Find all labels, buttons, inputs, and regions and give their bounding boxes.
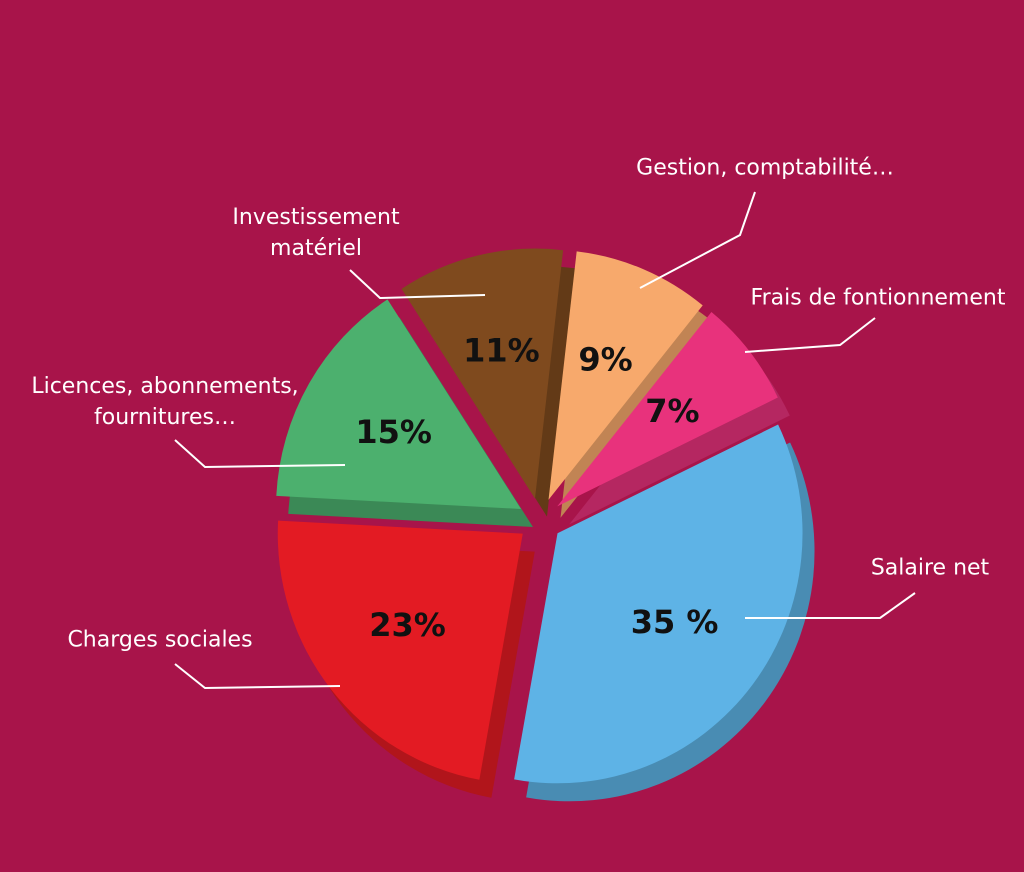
leader-line	[744, 317, 876, 353]
value-label: 15%	[355, 413, 432, 451]
slice	[514, 424, 803, 784]
leader-line	[745, 592, 916, 619]
slice-layer: 35 % 23% 15% 11% 9% 7%	[276, 248, 803, 784]
slice	[557, 312, 778, 507]
value-label: 11%	[463, 332, 540, 370]
leader-lines	[174, 191, 916, 690]
leader-line	[174, 439, 346, 469]
value-label: 9%	[578, 340, 632, 378]
leader-line	[639, 191, 756, 289]
leader-line	[174, 663, 341, 690]
category-label: Licences, abonnements, fournitures…	[31, 374, 299, 430]
slice	[277, 520, 523, 780]
slice	[548, 251, 703, 500]
value-label: 7%	[645, 392, 699, 430]
category-label: Salaire net	[870, 555, 990, 581]
category-label: Charges sociales	[67, 627, 253, 653]
slice	[276, 299, 521, 509]
leader-line	[349, 269, 486, 300]
category-label: Gestion, comptabilité…	[636, 155, 894, 181]
value-label: 35 %	[631, 603, 719, 641]
value-label: 23%	[369, 606, 446, 644]
slice	[401, 248, 564, 499]
category-label: Frais de fontionnement	[750, 285, 1006, 311]
category-label: Investissement matériel	[232, 205, 400, 261]
